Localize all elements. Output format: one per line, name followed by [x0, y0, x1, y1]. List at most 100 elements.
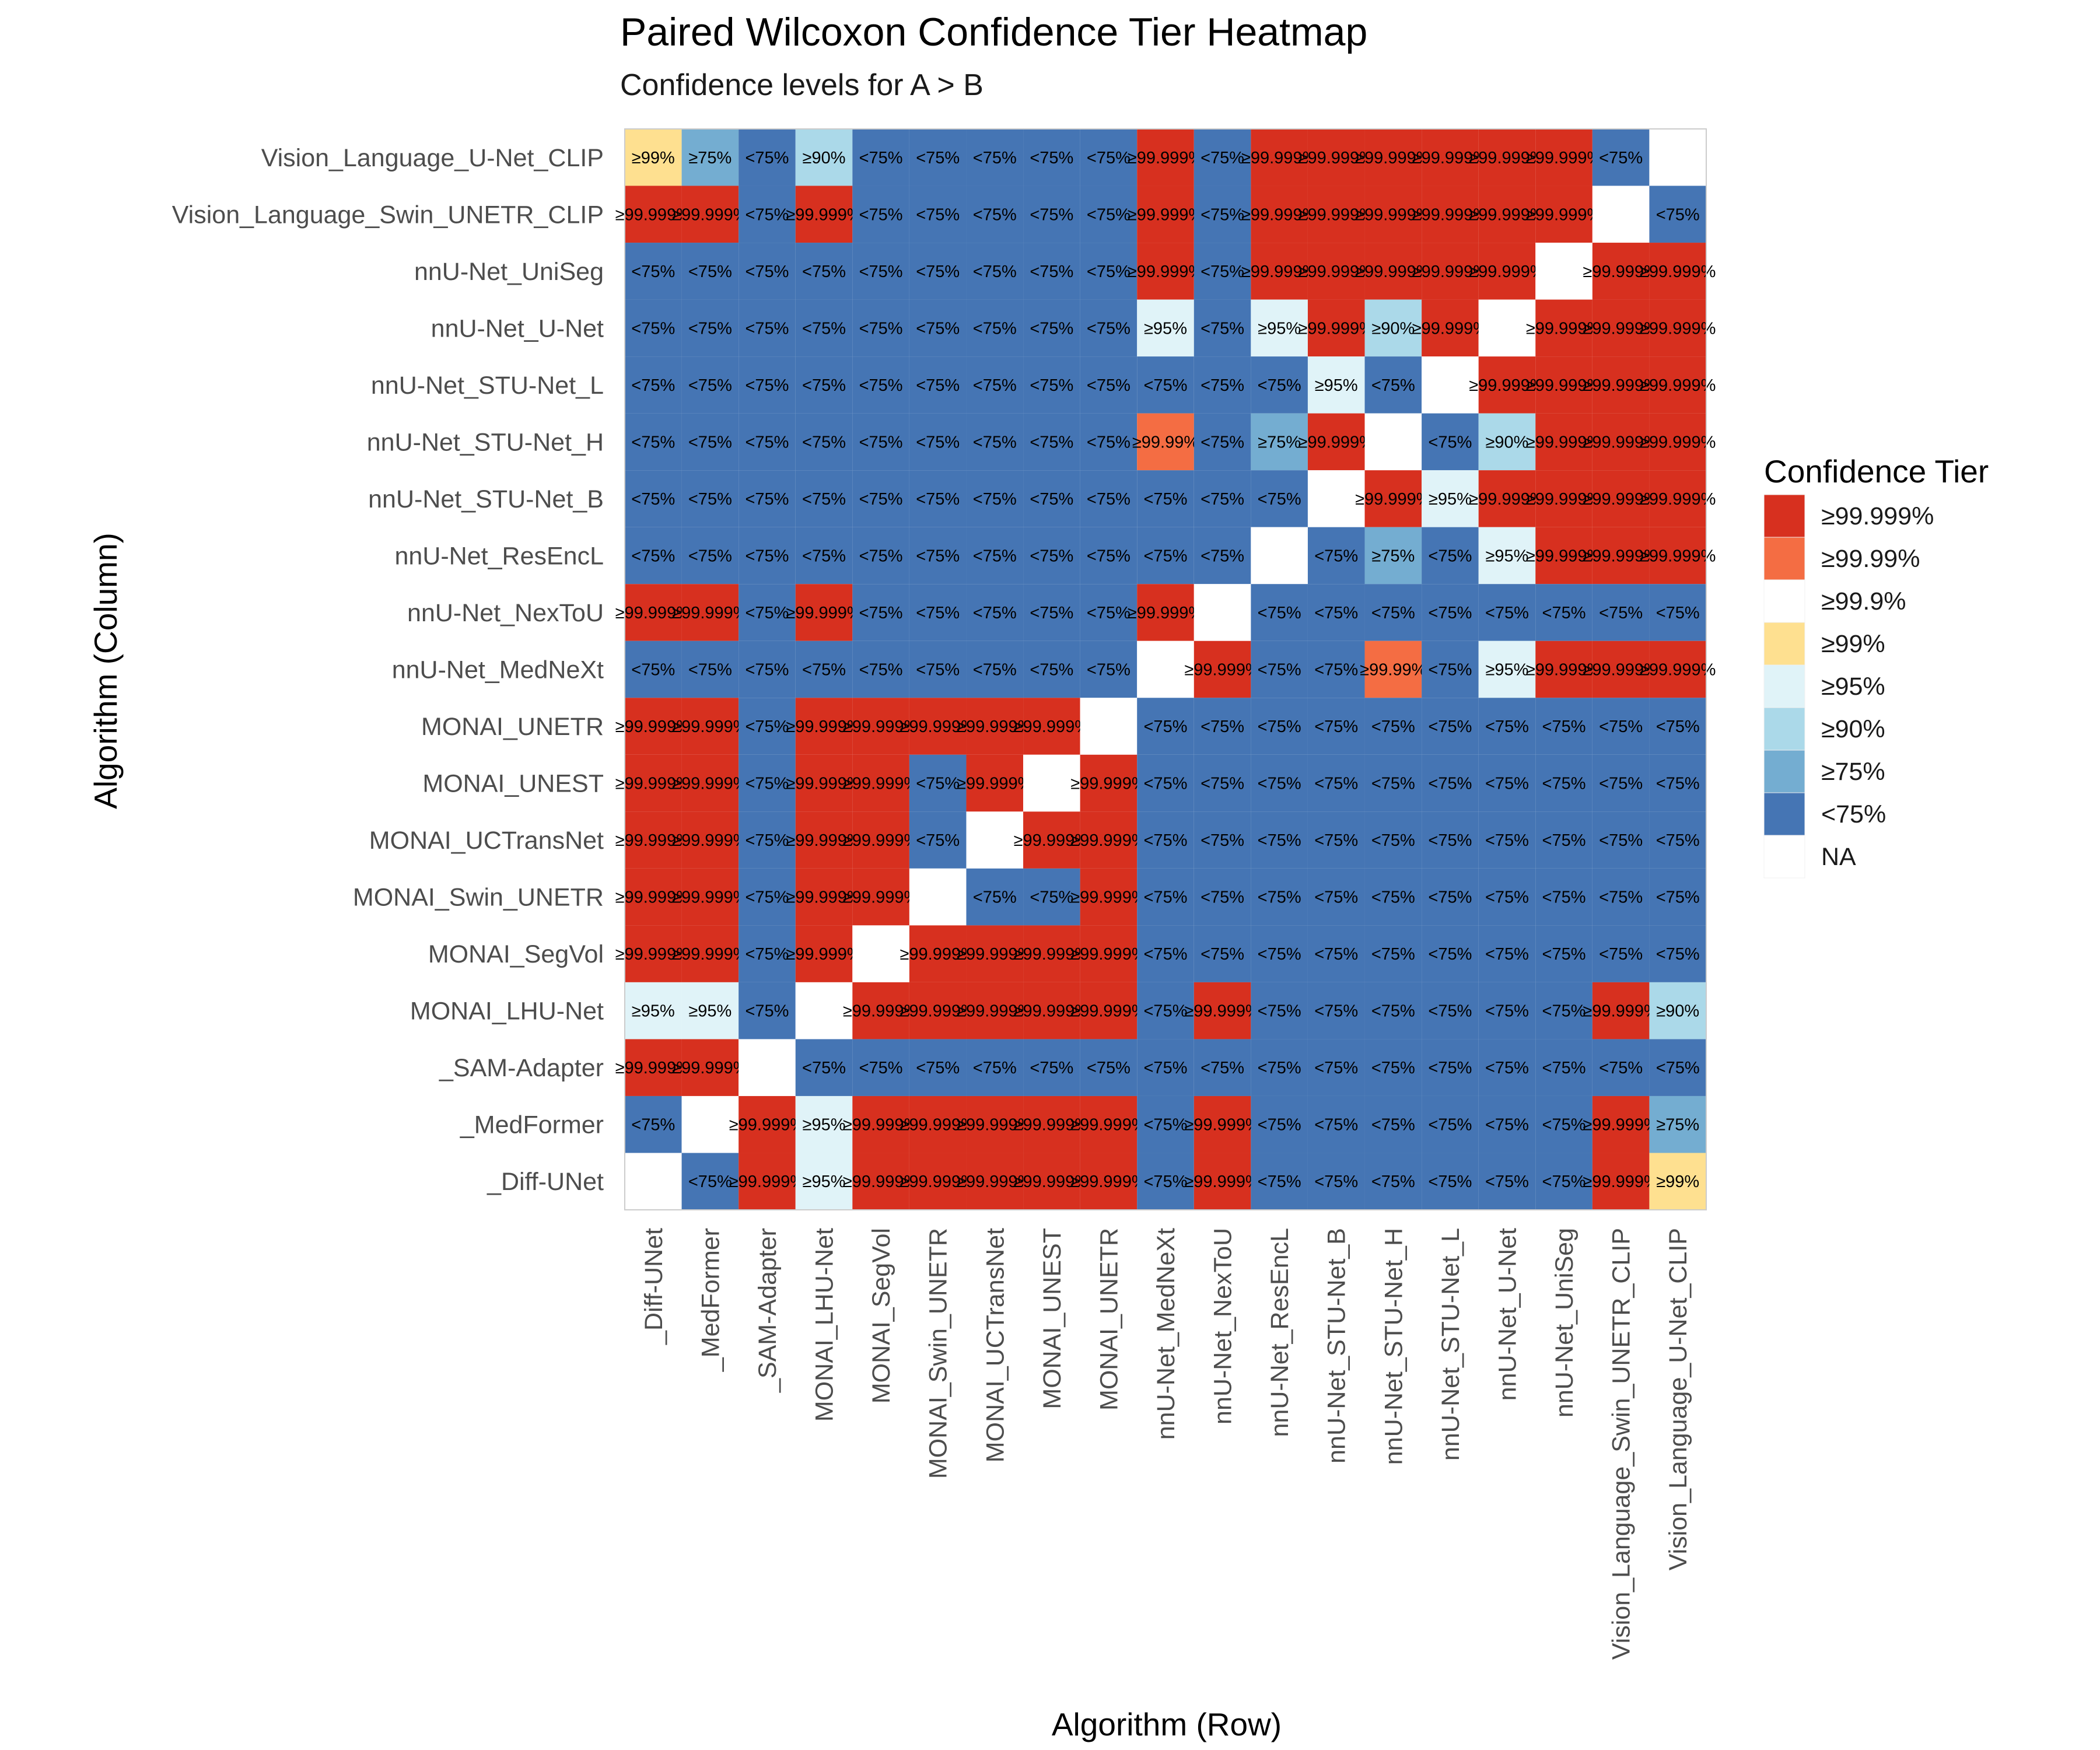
heatmap-cell [681, 640, 739, 698]
heatmap-cell [1535, 186, 1592, 243]
heatmap-cell [1535, 1039, 1592, 1096]
heatmap-cell [1307, 584, 1365, 641]
heatmap-cell [681, 413, 739, 471]
heatmap-cell [1080, 413, 1138, 471]
cell-label: <75% [1200, 1059, 1244, 1077]
heatmap-cell [625, 356, 682, 414]
legend-swatch [1763, 664, 1805, 708]
cell-label: <75% [1144, 831, 1188, 850]
x-tick-nnu-net-stu-net-b: nnU-Net_STU-Net_B [1323, 1228, 1351, 1464]
cell-label: ≥99.999% [1583, 262, 1658, 281]
heatmap-cell [1478, 640, 1536, 698]
cell-label: ≥75% [688, 149, 732, 167]
heatmap-cell [966, 640, 1024, 698]
cell-label: <75% [1428, 1002, 1472, 1021]
heatmap-cell [1535, 299, 1592, 357]
heatmap-cell [738, 640, 796, 698]
heatmap-cell [1592, 1039, 1650, 1096]
y-tick-vision-language-swin-unetr-clip: Vision_Language_Swin_UNETR_CLIP [172, 201, 604, 229]
cell-label: ≥99.999% [1014, 1172, 1090, 1191]
cell-label: <75% [1371, 888, 1415, 907]
heatmap-cell [738, 1153, 796, 1210]
heatmap-cell [1023, 754, 1080, 812]
heatmap-cell [625, 925, 682, 982]
cell-label: <75% [1087, 1059, 1130, 1077]
cell-label: <75% [1258, 604, 1301, 622]
heatmap-cell [966, 754, 1024, 812]
heatmap-cell [1535, 413, 1592, 471]
cell-label: ≥75% [1656, 1116, 1699, 1135]
cell-label: <75% [1371, 945, 1415, 964]
heatmap-cell [738, 243, 796, 300]
cell-label: ≥99.999% [843, 775, 919, 793]
cell-label: <75% [973, 1059, 1017, 1077]
cell-label: <75% [745, 490, 789, 509]
cell-label: <75% [631, 376, 675, 395]
heatmap-cells: ≥99% ≥75% <75% ≥90% <75% <75% <75% <75% <75% ≥99.… [615, 128, 1716, 1210]
cell-label: <75% [1314, 1172, 1358, 1191]
cell-label: <75% [1258, 718, 1301, 736]
heatmap-cell [795, 811, 853, 869]
heatmap-cell [1649, 299, 1706, 357]
cell-label: <75% [631, 262, 675, 281]
heatmap-cell [909, 698, 967, 755]
heatmap-cell [1478, 470, 1536, 527]
heatmap-cell [852, 1039, 909, 1096]
heatmap-cell [1422, 868, 1479, 926]
heatmap-cell [738, 584, 796, 641]
heatmap-cell [681, 299, 739, 357]
heatmap-cell [1478, 356, 1536, 414]
cell-label: <75% [973, 888, 1017, 907]
cell-label: <75% [1144, 718, 1188, 736]
heatmap-cell [1307, 698, 1365, 755]
cell-label: ≥95% [1429, 490, 1472, 509]
heatmap-cell [1194, 299, 1251, 357]
cell-label: ≥99.999% [729, 1116, 805, 1135]
cell-label: ≥90% [1485, 433, 1528, 452]
cell-label: ≥99.999% [672, 1059, 748, 1077]
heatmap-cell [1307, 129, 1365, 186]
cell-label: ≥99.999% [1070, 888, 1146, 907]
heatmap-cell [966, 1153, 1024, 1210]
heatmap-cell [1592, 640, 1650, 698]
cell-label: <75% [973, 490, 1017, 509]
y-tick-nnu-net-resencl: nnU-Net_ResEncL [394, 542, 604, 570]
x-tick-nnu-net-uniseg: nnU-Net_UniSeg [1550, 1228, 1578, 1418]
cell-label: <75% [973, 547, 1017, 565]
cell-label: <75% [1371, 376, 1415, 395]
legend-label: ≥99.9% [1821, 587, 1906, 615]
heatmap-cell [1364, 1096, 1422, 1153]
heatmap-cell [1364, 868, 1422, 926]
cell-label: <75% [1656, 205, 1700, 224]
heatmap-cell [1023, 186, 1080, 243]
heatmap-cell [1649, 868, 1706, 926]
y-tick-sam-adapter: _SAM-Adapter [439, 1054, 604, 1082]
y-tick-nnu-net-mednext: nnU-Net_MedNeXt [392, 656, 604, 684]
heatmap-cell [1649, 1153, 1706, 1210]
heatmap-cell [625, 698, 682, 755]
cell-label: ≥99.999% [615, 775, 691, 793]
heatmap-cell [1251, 811, 1308, 869]
heatmap-cell [1251, 243, 1308, 300]
heatmap-cell [1478, 413, 1536, 471]
heatmap-cell [1137, 754, 1194, 812]
cell-label: <75% [631, 319, 675, 338]
heatmap-cell [909, 925, 967, 982]
heatmap-cell [795, 982, 853, 1040]
heatmap-cell [852, 186, 909, 243]
heatmap-cell [1080, 811, 1138, 869]
heatmap-cell [681, 868, 739, 926]
cell-label: <75% [916, 1059, 960, 1077]
heatmap-cell [1592, 129, 1650, 186]
cell-label: <75% [1030, 319, 1073, 338]
heatmap-cell [1307, 356, 1365, 414]
cell-label: ≥99.999% [615, 1059, 691, 1077]
heatmap-cell [795, 356, 853, 414]
cell-label: ≥99.999% [1355, 149, 1431, 167]
cell-label: ≥99.999% [1355, 262, 1431, 281]
heatmap-cell [1422, 754, 1479, 812]
heatmap-cell [1422, 299, 1479, 357]
heatmap-cell [852, 299, 909, 357]
cell-label: <75% [1542, 604, 1586, 622]
